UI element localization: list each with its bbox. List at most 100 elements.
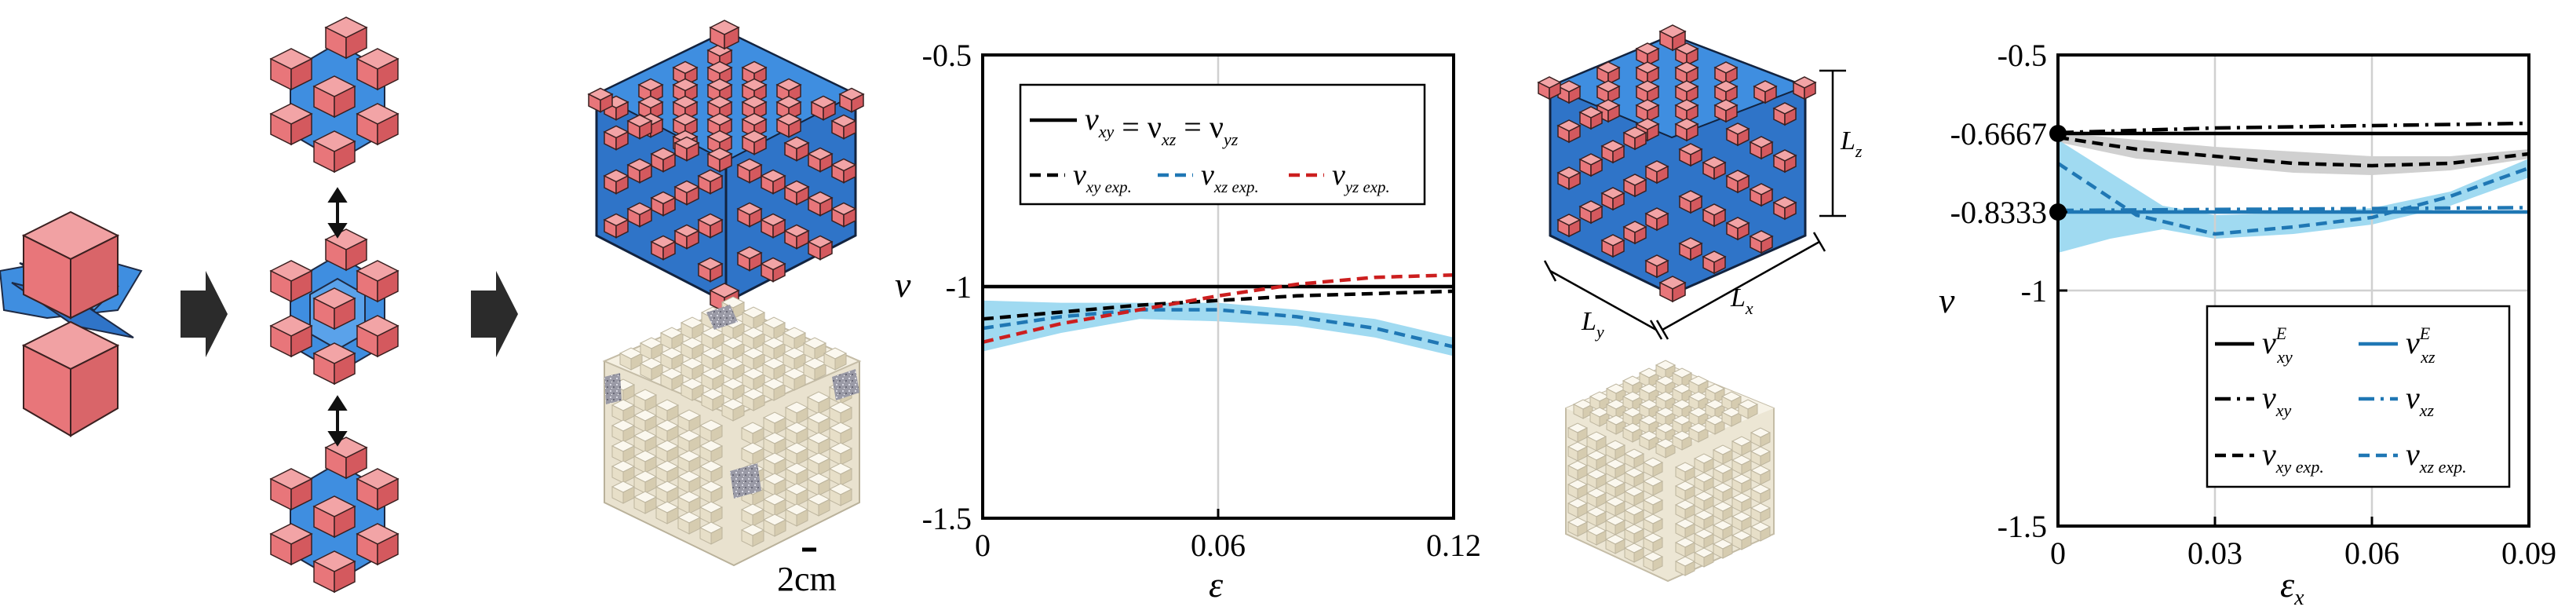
red-cube-tile [706,130,733,155]
red-cube-tile [312,287,356,331]
red-cube-tile [1658,24,1687,52]
red-cube-tile [650,235,677,261]
arrow-right-icon [471,271,518,357]
red-cube-tile [783,224,810,250]
marked-point [2049,125,2067,143]
legend-entry: νE xy [2215,323,2293,367]
red-cube-tile [650,147,677,173]
arrow-right-icon [181,271,228,357]
printed-block-tile [633,470,658,494]
printed-block-tile [782,367,807,391]
red-cube-tile [1674,118,1699,142]
red-cube-tile [775,95,802,121]
printed-block-tile [1642,476,1664,496]
printed-block-tile [828,442,853,466]
y-tick-label: -0.8333 [1950,195,2047,230]
red-cube-tile [807,147,834,173]
red-cube-tile [1713,80,1739,104]
x-tick-label: 0.06 [1191,528,1246,563]
red-cube-tile [830,202,857,228]
red-cube-tile [760,257,786,283]
red-cube-tile [697,213,724,239]
red-cube-tile [697,257,724,283]
red-cube-tile [838,87,865,113]
legend-label: νyz exp. [1332,159,1390,196]
red-cube-tile [760,213,786,239]
printed-block-tile [1720,407,1742,427]
red-cube-tile [1772,196,1797,221]
printed-block-tile [699,419,724,443]
printed-block-tile [1623,486,1645,506]
printed-block-tile [633,429,658,453]
series-line [982,308,1454,349]
printed-block-tile [782,327,807,350]
printed-block-tile [1638,399,1660,419]
red-cube-tile [1749,183,1774,207]
printed-block-tile [762,493,787,517]
red-cube-tile [1537,76,1562,101]
printed-block-tile [633,389,658,412]
red-cube-tile [709,283,740,313]
red-cube-tile [603,169,629,195]
red-cube-tile [356,315,400,358]
confidence-band [2058,140,2529,253]
printed-block-tile [1731,455,1753,475]
red-cube-tile [775,112,802,138]
printed-block-tile [680,337,705,360]
y-axis-label: ν [895,265,911,305]
printed-block-tile [1655,438,1677,459]
printed-block-tile [1731,492,1753,513]
printed-block-tile [1605,415,1627,435]
red-cube-tile [706,147,733,173]
red-cube-tile [1749,136,1774,160]
legend-box [1019,83,1426,206]
printed-block-tile [611,481,636,504]
red-cube-tile [626,158,653,184]
printed-block-tile [618,347,644,371]
red-cube-tile [1556,214,1582,238]
red-cube-tile [1674,99,1699,123]
confidence-band [2058,133,2529,175]
printed-block-tile [762,432,787,455]
printed-block-tile [762,513,787,537]
printed-block-tile [802,357,827,381]
red-cube-tile [807,235,834,261]
red-cube-tile [1644,254,1669,279]
printed-block-tile [1693,491,1715,511]
gripper-pad [832,369,859,400]
printed-block-tile [1750,521,1771,542]
printed-block-tile [762,411,787,435]
printed-block-tile [699,460,724,484]
red-cube-tile [626,114,653,140]
legend-entry: νyz exp. [1289,159,1390,196]
red-cube-tile [324,437,368,480]
red-cube-tile [1725,122,1750,147]
printed-block-tile [1655,407,1677,427]
printed-block-tile [1671,430,1693,451]
red-cube-tile [673,224,700,250]
printed-block-tile [680,316,705,340]
printed-block-tile [784,483,809,506]
series-line [2057,121,2530,135]
legend-label: νxy exp. [2262,437,2324,477]
red-cube-tile [1596,61,1621,86]
printed-block-tile [1585,450,1607,470]
printed-block-tile [1671,383,1693,404]
x-axis-label: εx [2280,565,2304,610]
y-tick-label: -0.5 [1998,38,2047,73]
red-cube-tile [1600,187,1626,211]
printed-block-tile [721,398,746,422]
red-cube-tile [637,95,664,121]
printed-block-tile [1623,467,1645,488]
red-cube-tile [736,246,763,272]
printed-block-tile [1585,506,1607,527]
legend-label: νE xy [2262,323,2293,367]
printed-block-tile [1674,518,1696,539]
red-cube-tile [673,180,700,206]
printed-block-tile [1674,462,1696,482]
printed-block-tile [699,501,724,524]
series-line [982,289,1454,321]
printed-block-tile [1750,446,1771,466]
printed-block-tile [1712,444,1734,465]
red-cube-tile [1792,76,1817,101]
